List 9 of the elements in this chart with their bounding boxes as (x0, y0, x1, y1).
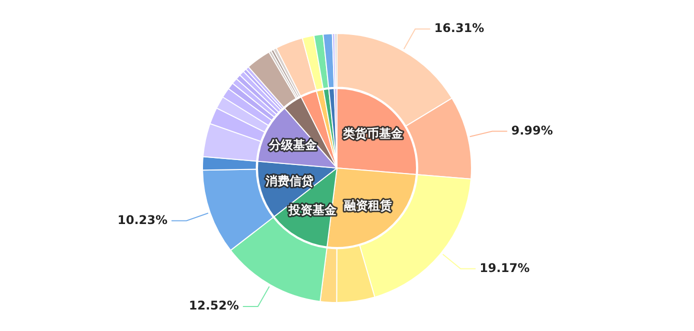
data-label: 9.99% (511, 123, 553, 138)
data-label: 19.17% (480, 260, 530, 275)
slice-label: 融资租赁 (344, 198, 392, 212)
data-label: 12.52% (188, 298, 239, 313)
slice-label: 分级基金 (268, 138, 318, 152)
slice-label: 消费信贷 (264, 174, 314, 188)
data-label: 16.31% (434, 21, 484, 36)
slice-label: 类货币基金 (342, 126, 404, 141)
data-label: 10.23% (117, 212, 168, 227)
